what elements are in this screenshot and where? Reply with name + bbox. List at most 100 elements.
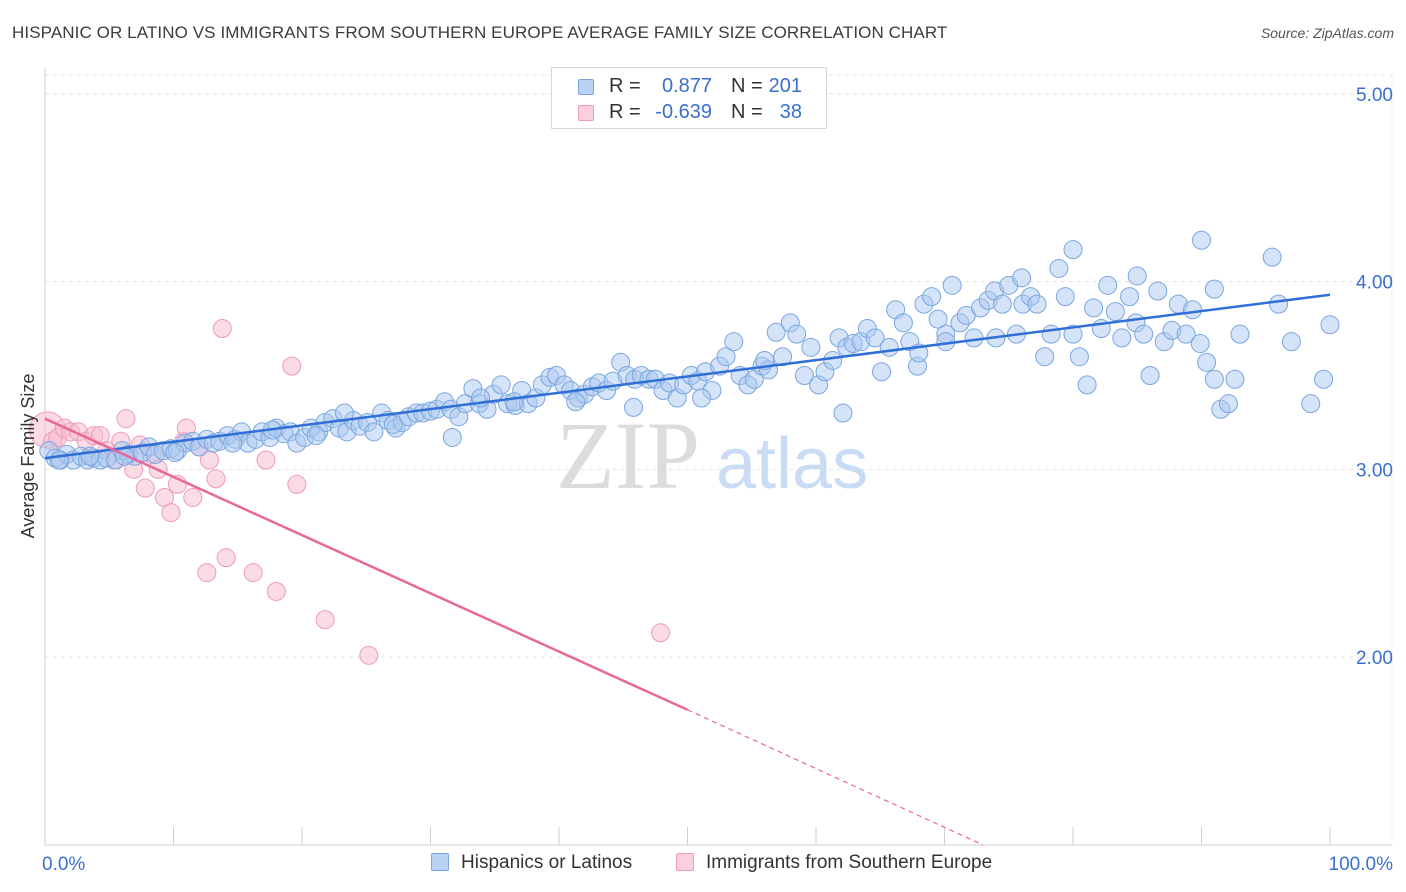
blue-point xyxy=(1190,334,1210,354)
blue-point xyxy=(1027,294,1047,314)
blue-point xyxy=(1055,287,1075,307)
chart-title: HISPANIC OR LATINO VS IMMIGRANTS FROM SO… xyxy=(12,23,948,42)
pink-point xyxy=(315,610,335,630)
blue-point xyxy=(823,350,843,370)
blue-point xyxy=(1262,247,1282,267)
blue-point xyxy=(879,337,899,357)
legend-n-label: N = xyxy=(731,101,763,123)
y-tick-label: 3.00 xyxy=(1356,460,1393,481)
blue-point xyxy=(992,294,1012,314)
legend-r-value: 0.877 xyxy=(661,75,712,97)
pink-trend-line xyxy=(44,417,689,711)
y-tick-label: 2.00 xyxy=(1356,648,1393,669)
blue-point xyxy=(1269,294,1289,314)
blue-point xyxy=(1140,365,1160,385)
x-tick-label: 100.0% xyxy=(1329,854,1394,875)
legend-n-value: 38 xyxy=(779,101,802,123)
blue-point xyxy=(1314,369,1334,389)
blue-point xyxy=(566,392,586,412)
blue-point xyxy=(692,388,712,408)
trend-lines xyxy=(44,293,1331,846)
blue-point xyxy=(1218,394,1238,414)
bottom-legend-label: Immigrants from Southern Europe xyxy=(706,852,993,873)
blue-point xyxy=(928,309,948,329)
blue-point xyxy=(1041,324,1061,344)
blue-point xyxy=(1077,375,1097,395)
blue-point xyxy=(942,275,962,295)
blue-point xyxy=(1192,230,1211,250)
bottom-legend-immigrants: Immigrants from Southern Europe xyxy=(676,852,992,874)
y-tick-label: 4.00 xyxy=(1356,273,1393,294)
bottom-legend-swatch-pink xyxy=(676,853,694,871)
blue-point xyxy=(1069,347,1089,367)
blue-point xyxy=(223,433,243,453)
pink-point xyxy=(216,548,236,568)
pink-point xyxy=(161,503,181,523)
pink-point xyxy=(359,645,379,665)
legend-r-value: -0.639 xyxy=(655,101,712,123)
blue-point xyxy=(922,287,942,307)
blue-point xyxy=(794,365,814,385)
blue-point xyxy=(872,362,892,382)
watermark: ZIP atlas xyxy=(556,402,868,509)
legend-n-label: N = xyxy=(731,75,763,97)
blue-point xyxy=(787,324,807,344)
blue-point xyxy=(1049,258,1069,278)
blue-point xyxy=(1197,352,1217,372)
pink-point xyxy=(266,581,286,601)
blue-point xyxy=(306,426,326,446)
blue-point xyxy=(1204,279,1224,299)
tick-labels: 2.00 3.00 4.00 5.00 0.0% 100.0% xyxy=(42,85,1393,875)
blue-point xyxy=(1134,324,1154,344)
blue-point xyxy=(724,332,744,352)
pink-point xyxy=(287,474,307,494)
blue-point xyxy=(1105,302,1125,322)
blue-point xyxy=(773,347,793,367)
legend-swatch-blue xyxy=(578,79,594,95)
legend-n-value: 201 xyxy=(768,75,802,97)
watermark-zip: ZIP xyxy=(556,402,700,509)
blue-point xyxy=(1084,298,1104,318)
y-axis-label: Average Family Size xyxy=(18,374,38,539)
blue-point xyxy=(1301,394,1321,414)
blue-point xyxy=(442,427,462,447)
blue-point xyxy=(1320,315,1340,335)
grid-lines xyxy=(45,74,1393,845)
blue-point xyxy=(1183,300,1203,320)
blue-point xyxy=(833,403,853,423)
pink-point xyxy=(651,623,671,643)
pink-trend-extension xyxy=(687,709,984,846)
legend-row-hispanics: R = 0.877 N = 201 xyxy=(552,75,826,101)
blue-point xyxy=(716,347,736,367)
blue-point xyxy=(1098,275,1118,295)
chart-source: Source: ZipAtlas.com xyxy=(1260,25,1394,41)
pink-point xyxy=(197,563,217,583)
blue-point xyxy=(1035,347,1055,367)
bottom-legend-hispanics: Hispanics or Latinos xyxy=(431,852,632,874)
y-tick-label: 5.00 xyxy=(1356,85,1393,106)
blue-point xyxy=(383,414,403,434)
blue-point xyxy=(1225,369,1245,389)
pink-point xyxy=(135,478,155,498)
bottom-legend-label: Hispanics or Latinos xyxy=(461,852,633,873)
blue-point xyxy=(624,397,644,417)
watermark-atlas: atlas xyxy=(716,424,868,504)
blue-point xyxy=(1063,240,1083,260)
blue-point xyxy=(1112,328,1132,348)
legend-swatch-pink xyxy=(578,105,594,121)
blue-point xyxy=(1230,324,1250,344)
legend-r-label: R = xyxy=(609,101,641,123)
blue-point xyxy=(1176,324,1196,344)
blue-point xyxy=(1148,281,1168,301)
legend-row-immigrants: R = -0.639 N = 38 xyxy=(552,101,826,127)
pink-point xyxy=(243,563,263,583)
pink-point xyxy=(116,409,136,429)
blue-point xyxy=(766,322,786,342)
pink-point xyxy=(256,450,276,470)
blue-point xyxy=(865,328,885,348)
x-tick-label: 0.0% xyxy=(42,854,85,875)
blue-point xyxy=(165,442,185,462)
blue-point xyxy=(334,403,354,423)
pink-point xyxy=(206,469,226,489)
